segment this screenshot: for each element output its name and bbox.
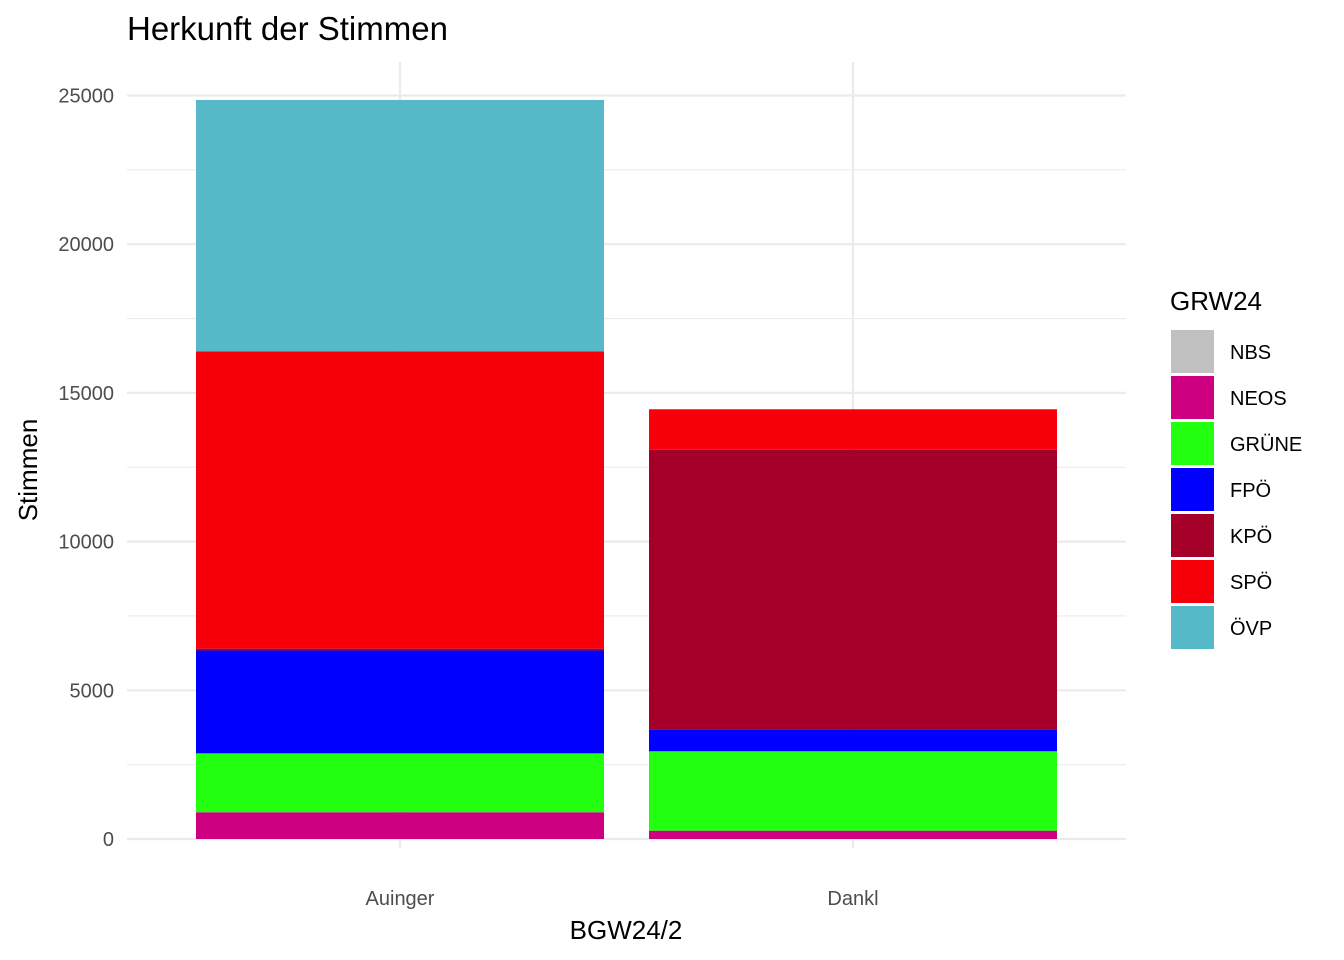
bar-segment-dankl-spö <box>649 409 1057 450</box>
x-tick-label: Dankl <box>827 888 878 910</box>
legend-label: ÖVP <box>1230 618 1272 640</box>
chart-title: Herkunft der Stimmen <box>127 10 448 47</box>
legend-swatch-nbs <box>1171 330 1214 373</box>
legend-label: NEOS <box>1230 388 1287 410</box>
legend-label: SPÖ <box>1230 572 1272 594</box>
bar-segment-auinger-kpö <box>196 648 604 651</box>
legend-swatch-kpö <box>1171 514 1214 557</box>
bar-segment-auinger-övp <box>196 99 604 352</box>
bar-segment-dankl-fpö <box>649 729 1057 752</box>
legend-swatch-neos <box>1171 376 1214 419</box>
bar-segment-dankl-neos <box>649 830 1057 839</box>
legend-label: FPÖ <box>1230 480 1271 502</box>
legend-label: NBS <box>1230 342 1271 364</box>
x-axis-ticks: Auinger Dankl <box>366 888 879 910</box>
legend-title: GRW24 <box>1170 286 1262 316</box>
y-tick-label: 15000 <box>58 383 114 405</box>
bar-segment-dankl-grüne <box>649 751 1057 831</box>
y-tick-label: 20000 <box>58 234 114 256</box>
legend-swatch-fpö <box>1171 468 1214 511</box>
x-tick-label: Auinger <box>366 888 435 910</box>
legend-swatch-övp <box>1171 606 1214 649</box>
y-tick-label: 0 <box>103 829 114 851</box>
bar-segment-auinger-grüne <box>196 753 604 813</box>
y-tick-label: 25000 <box>58 86 114 108</box>
y-axis-title: Stimmen <box>13 419 43 522</box>
bar-segment-auinger-neos <box>196 812 604 839</box>
y-tick-label: 5000 <box>70 680 115 702</box>
y-axis-ticks: 0 5000 10000 15000 20000 25000 <box>58 86 114 852</box>
bar-segment-auinger-spö <box>196 351 604 649</box>
legend-swatch-grüne <box>1171 422 1214 465</box>
legend-label: KPÖ <box>1230 526 1272 548</box>
legend: GRW24 NBS NEOS GRÜNE FPÖ KPÖ SPÖ ÖVP <box>1170 286 1302 649</box>
legend-items: NBS NEOS GRÜNE FPÖ KPÖ SPÖ ÖVP <box>1171 330 1302 649</box>
legend-label: GRÜNE <box>1230 434 1302 456</box>
x-axis-title: BGW24/2 <box>570 915 683 945</box>
bar-segment-auinger-fpö <box>196 650 604 754</box>
bars <box>196 99 1057 839</box>
legend-swatch-spö <box>1171 560 1214 603</box>
bar-segment-dankl-kpö <box>649 449 1057 730</box>
y-tick-label: 10000 <box>58 532 114 554</box>
